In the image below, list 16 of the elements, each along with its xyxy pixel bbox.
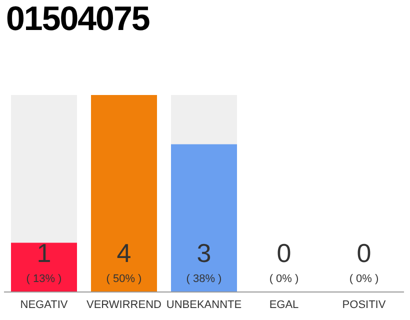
x-tick-label: EGAL bbox=[269, 298, 299, 311]
annotation: ( 13% ) bbox=[26, 273, 62, 285]
annotation: ( 50% ) bbox=[106, 273, 142, 285]
x-tick-label: POSITIV bbox=[342, 298, 386, 311]
data-label: 1 bbox=[36, 238, 52, 268]
annotation: ( 0% ) bbox=[349, 273, 379, 285]
annotation: ( 0% ) bbox=[269, 273, 299, 285]
data-label: 3 bbox=[196, 238, 212, 268]
x-tick-label: NEGATIV bbox=[20, 298, 68, 311]
chart-title: 01504075 bbox=[6, 0, 150, 39]
data-label: 0 bbox=[356, 238, 372, 268]
x-tick-label: VERWIRREND bbox=[86, 298, 162, 311]
x-tick-label: UNBEKANNTE bbox=[166, 298, 242, 311]
data-label: 4 bbox=[116, 238, 132, 268]
data-label: 0 bbox=[276, 238, 292, 268]
annotation: ( 38% ) bbox=[186, 273, 222, 285]
